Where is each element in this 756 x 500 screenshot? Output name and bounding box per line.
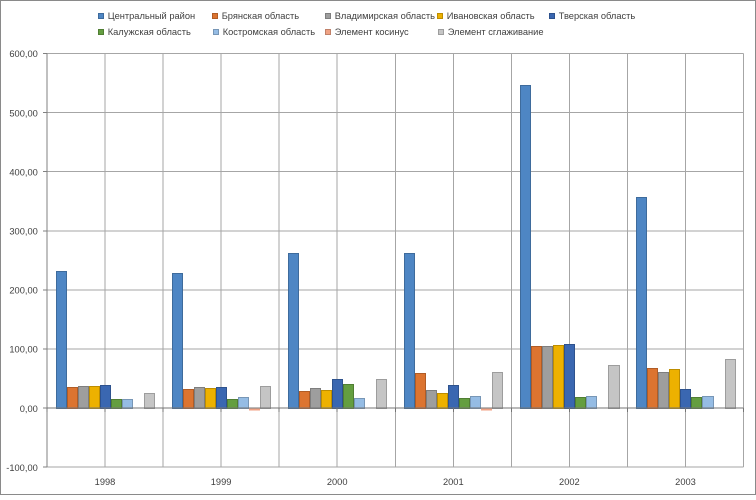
svg-text:Ивановская область: Ивановская область (447, 11, 535, 21)
svg-text:1998: 1998 (95, 477, 116, 487)
svg-text:Владимирская область: Владимирская область (335, 11, 435, 21)
svg-text:500,00: 500,00 (9, 108, 37, 118)
svg-text:Тверская область: Тверская область (559, 11, 636, 21)
svg-text:Костромская область: Костромская область (223, 27, 316, 37)
svg-text:2003: 2003 (675, 477, 696, 487)
svg-text:2000: 2000 (327, 477, 348, 487)
svg-text:Центральный район: Центральный район (108, 11, 195, 21)
svg-text:0,00: 0,00 (20, 404, 38, 414)
svg-text:200,00: 200,00 (9, 286, 37, 296)
svg-text:Брянская область: Брянская область (222, 11, 300, 21)
svg-text:2002: 2002 (559, 477, 580, 487)
svg-text:Элемент косинус: Элемент косинус (335, 27, 409, 37)
svg-text:Калужская область: Калужская область (108, 27, 191, 37)
svg-text:Элемент сглаживание: Элемент сглаживание (448, 27, 544, 37)
svg-text:-100,00: -100,00 (6, 463, 38, 473)
svg-text:2001: 2001 (443, 477, 464, 487)
svg-text:1999: 1999 (211, 477, 232, 487)
svg-text:400,00: 400,00 (9, 167, 37, 177)
svg-text:300,00: 300,00 (9, 227, 37, 237)
svg-text:100,00: 100,00 (9, 345, 37, 355)
svg-text:600,00: 600,00 (9, 49, 37, 59)
